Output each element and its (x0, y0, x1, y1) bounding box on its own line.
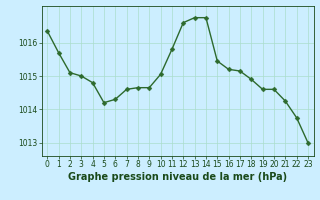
X-axis label: Graphe pression niveau de la mer (hPa): Graphe pression niveau de la mer (hPa) (68, 172, 287, 182)
